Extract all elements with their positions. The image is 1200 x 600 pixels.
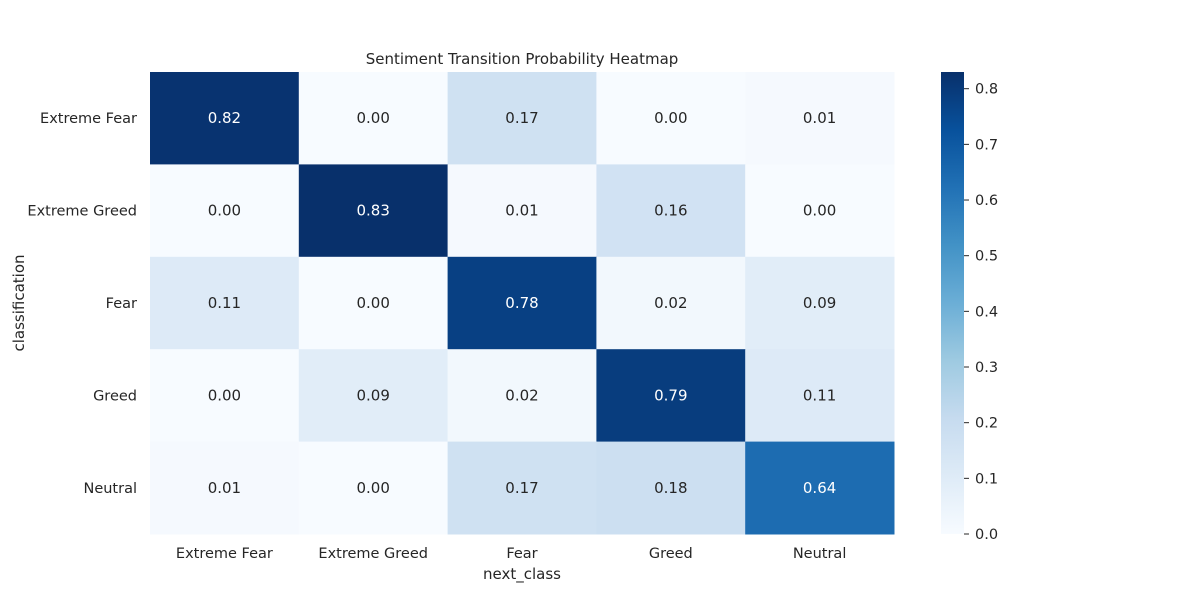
y-tick-labels: Extreme Fear Extreme Greed Fear Greed Neutra… xyxy=(27,111,137,497)
cell-value-label: 0.01 xyxy=(803,109,836,127)
cell-value-label: 0.18 xyxy=(654,479,687,497)
cell-value-label: 0.00 xyxy=(654,109,687,127)
cell-value-label: 0.17 xyxy=(505,479,538,497)
cell-value-label: 0.83 xyxy=(356,202,389,220)
cell-value-label: 0.02 xyxy=(654,294,687,312)
colorbar-tick-label: 0.4 xyxy=(975,304,998,320)
x-tick-labels: Extreme Fear Extreme Greed Fear Greed Neutra… xyxy=(176,546,846,562)
cell-value-label: 0.11 xyxy=(803,386,836,404)
cell-value-label: 0.00 xyxy=(208,386,241,404)
colorbar-tick-label: 0.6 xyxy=(975,193,998,209)
heatmap-cell xyxy=(150,72,300,165)
x-tick-label: Extreme Greed xyxy=(318,546,428,562)
heatmap-cell xyxy=(150,441,300,535)
cell-value-label: 0.78 xyxy=(505,294,538,312)
colorbar-tick-label: 0.5 xyxy=(975,249,998,265)
colorbar-tick-label: 0.1 xyxy=(975,471,998,487)
x-axis-label: next_class xyxy=(483,565,561,584)
cell-value-label: 0.00 xyxy=(208,202,241,220)
heatmap-cell xyxy=(150,164,300,258)
x-tick-label: Extreme Fear xyxy=(176,546,273,562)
heatmap-cell xyxy=(745,72,895,165)
heatmap-cell xyxy=(298,164,449,258)
heatmap-cell xyxy=(596,164,746,258)
cell-value-label: 0.16 xyxy=(654,202,687,220)
heatmap-cell xyxy=(150,349,300,443)
heatmap-cell xyxy=(447,256,597,350)
heatmap-cell xyxy=(298,256,449,350)
heatmap-cells: 0.82 0.00 0.17 0.00 0.01 0.00 0.83 0.01 0.16 0.00… xyxy=(150,72,895,535)
x-tick-label: Fear xyxy=(506,546,537,562)
heatmap-cell xyxy=(745,164,895,258)
colorbar-tick-label: 0.7 xyxy=(975,137,998,153)
y-tick-label: Neutral xyxy=(83,481,137,497)
cell-value-label: 0.79 xyxy=(654,386,687,404)
heatmap-cell xyxy=(298,441,449,535)
colorbar-tick-label: 0.2 xyxy=(975,416,998,432)
colorbar-tick-label: 0.3 xyxy=(975,360,998,376)
cell-value-label: 0.00 xyxy=(356,479,389,497)
cell-value-label: 0.01 xyxy=(505,202,538,220)
cell-value-label: 0.17 xyxy=(505,109,538,127)
x-tick-label: Neutral xyxy=(793,546,847,562)
heatmap-cell xyxy=(596,349,746,443)
cell-value-label: 0.64 xyxy=(803,479,836,497)
heatmap-cell xyxy=(745,349,895,443)
colorbar-tick-label: 0.8 xyxy=(975,82,998,98)
cell-value-label: 0.00 xyxy=(803,202,836,220)
heatmap-cell xyxy=(447,441,597,535)
heatmap-cell xyxy=(150,256,300,350)
heatmap-cell xyxy=(447,72,597,165)
cell-value-label: 0.00 xyxy=(356,109,389,127)
heatmap-cell xyxy=(745,441,895,535)
y-axis-label: classification xyxy=(10,254,28,351)
x-tick-label: Greed xyxy=(649,546,693,562)
heatmap-cell xyxy=(298,72,449,165)
cell-value-label: 0.82 xyxy=(208,109,241,127)
y-tick-label: Greed xyxy=(93,388,137,404)
heatmap-cell xyxy=(745,256,895,350)
heatmap-cell xyxy=(447,349,597,443)
cell-value-label: 0.09 xyxy=(803,294,836,312)
cell-value-label: 0.11 xyxy=(208,294,241,312)
colorbar xyxy=(941,72,964,534)
y-tick-label: Extreme Greed xyxy=(27,204,137,220)
colorbar-tick-label: 0.0 xyxy=(975,527,998,543)
heatmap-cell xyxy=(596,441,746,535)
cell-value-label: 0.00 xyxy=(356,294,389,312)
cell-value-label: 0.01 xyxy=(208,479,241,497)
y-tick-label: Extreme Fear xyxy=(40,111,137,127)
heatmap-cell xyxy=(596,72,746,165)
heatmap-cell xyxy=(298,349,449,443)
chart-title: Sentiment Transition Probability Heatmap xyxy=(366,50,679,68)
colorbar-ticks: 0.0 0.1 0.2 0.3 0.4 0.5 0.6 0.7 0.8 xyxy=(964,82,998,543)
cell-value-label: 0.09 xyxy=(356,386,389,404)
cell-value-label: 0.02 xyxy=(505,386,538,404)
heatmap-cell xyxy=(596,256,746,350)
y-tick-label: Fear xyxy=(106,296,137,312)
heatmap-cell xyxy=(447,164,597,258)
